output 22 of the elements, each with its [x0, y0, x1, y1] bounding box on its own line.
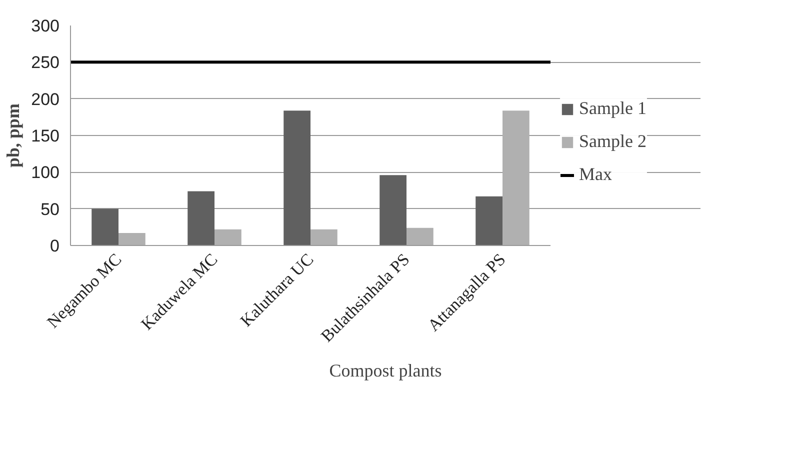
bar	[284, 110, 310, 246]
y-tick-label: 0	[50, 236, 60, 256]
legend-label: Sample 1	[579, 98, 646, 119]
x-axis-title: Compost plants	[329, 360, 442, 380]
y-tick-label: 50	[40, 200, 60, 219]
bar	[92, 208, 118, 246]
bar	[188, 191, 214, 246]
bar	[310, 229, 338, 246]
y-tick-label: 150	[31, 126, 60, 146]
y-axis-title: pb, ppm	[3, 103, 24, 168]
legend-label: Sample 2	[579, 131, 646, 152]
y-tick-label: 200	[31, 90, 60, 109]
y-tick-label: 100	[31, 163, 60, 182]
bar	[380, 175, 406, 246]
bar	[118, 233, 146, 246]
legend-label: Max	[579, 164, 612, 185]
bar	[502, 110, 530, 246]
bar	[214, 229, 242, 246]
y-tick-label: 250	[31, 53, 60, 72]
bar	[476, 196, 502, 246]
bar	[406, 228, 434, 246]
y-tick-label: 300	[31, 16, 60, 36]
